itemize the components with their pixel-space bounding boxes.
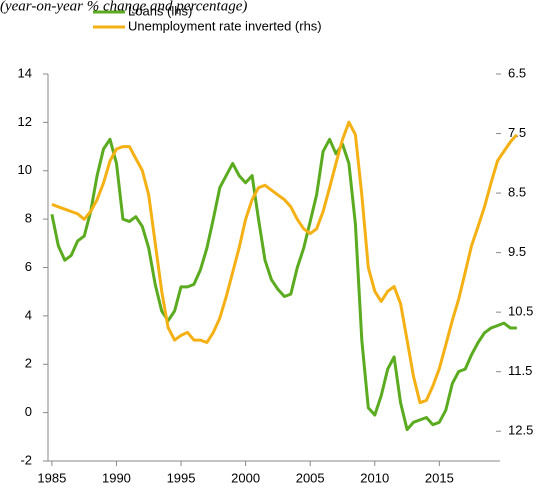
y2-tick-label: 7.5 <box>508 125 526 140</box>
y2-tick-label: 8.5 <box>508 185 526 200</box>
chart-title: (year-on-year % change and percentage) <box>0 0 247 14</box>
y-tick-label: 4 <box>25 307 32 322</box>
x-tick-label: 1985 <box>37 470 66 485</box>
x-tick-label: 2005 <box>296 470 325 485</box>
legend-label: Unemployment rate inverted (rhs) <box>128 18 322 33</box>
x-tick-label: 1995 <box>167 470 196 485</box>
y-tick-label: 14 <box>18 65 32 80</box>
legend-label: Loans (lhs) <box>128 3 192 18</box>
y2-tick-label: 11.5 <box>508 363 532 378</box>
y-tick-label: 6 <box>25 259 32 274</box>
y-tick-label: 2 <box>25 356 32 371</box>
x-tick-label: 2010 <box>360 470 389 485</box>
y-tick-label: 10 <box>18 162 32 177</box>
x-tick-label: 1990 <box>102 470 131 485</box>
y2-tick-label: 6.5 <box>508 65 526 80</box>
y-tick-label: 12 <box>18 114 32 129</box>
series-line <box>50 137 517 432</box>
y2-tick-label: 9.5 <box>508 244 526 259</box>
y-tick-label: -2 <box>20 452 32 467</box>
series-line <box>51 120 518 405</box>
x-tick-label: 2015 <box>425 470 454 485</box>
y-tick-label: 8 <box>25 211 32 226</box>
y2-tick-label: 10.5 <box>508 304 533 319</box>
y2-tick-label: 12.5 <box>508 423 533 438</box>
y-tick-label: 0 <box>25 404 32 419</box>
x-tick-label: 2000 <box>231 470 260 485</box>
